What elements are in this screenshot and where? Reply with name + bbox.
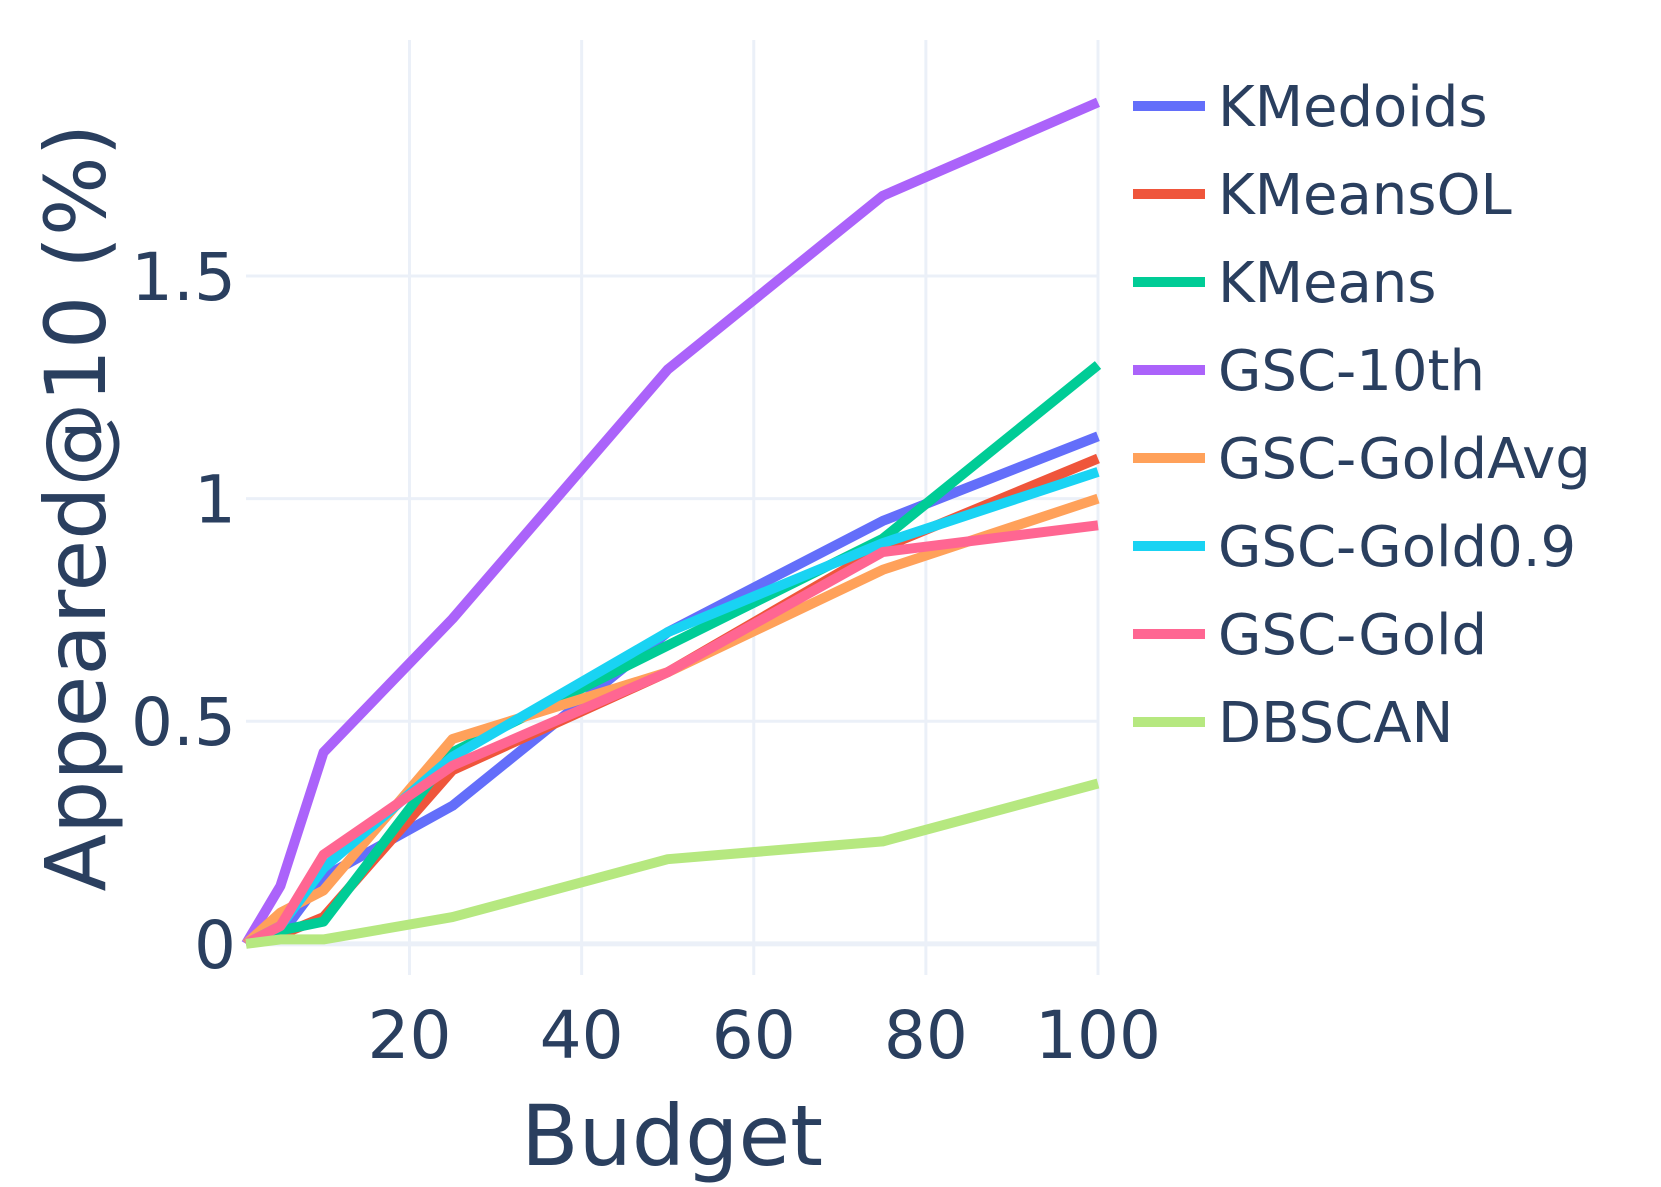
legend-label: GSC-10th <box>1218 339 1485 404</box>
y-tick-label: 1.5 <box>131 239 236 316</box>
x-axis-ticks: 20 40 60 80 100 <box>368 997 1161 1074</box>
x-tick-label: 100 <box>1035 997 1161 1074</box>
y-tick-label: 0.5 <box>131 684 236 761</box>
legend[interactable]: KMedoids KMeansOL KMeans GSC-10th GSC-GoldAv… <box>1133 75 1591 756</box>
legend-item[interactable]: DBSCAN <box>1133 691 1453 756</box>
legend-item[interactable]: KMeansOL <box>1133 163 1512 228</box>
legend-item[interactable]: GSC-GoldAvg <box>1133 427 1591 492</box>
series-line-gsc-gold <box>243 520 1099 949</box>
legend-item[interactable]: GSC-Gold0.9 <box>1133 515 1576 580</box>
y-axis-title: Appeared@10 (%) <box>27 124 125 892</box>
legend-label: KMedoids <box>1218 75 1488 140</box>
legend-item[interactable]: GSC-Gold <box>1133 603 1487 668</box>
legend-item[interactable]: KMedoids <box>1133 75 1488 140</box>
y-axis-ticks: 0 0.5 1 1.5 <box>131 239 236 984</box>
legend-label: GSC-Gold <box>1218 603 1487 668</box>
legend-item[interactable]: GSC-10th <box>1133 339 1485 404</box>
grid <box>246 40 1100 975</box>
legend-label: KMeans <box>1218 251 1436 316</box>
series-line-dbscan <box>245 778 1100 949</box>
x-axis-title: Budget <box>521 1087 823 1185</box>
legend-label: GSC-GoldAvg <box>1218 427 1591 492</box>
legend-label: GSC-Gold0.9 <box>1218 515 1576 580</box>
x-tick-label: 60 <box>712 997 796 1074</box>
legend-item[interactable]: KMeans <box>1133 251 1436 316</box>
y-tick-label: 1 <box>194 462 236 539</box>
series-lines <box>241 97 1102 949</box>
series-line-gsc-goldavg <box>242 493 1100 948</box>
legend-label: DBSCAN <box>1218 691 1453 756</box>
series-line-gsc-10th <box>241 97 1100 947</box>
x-tick-label: 20 <box>368 997 452 1074</box>
x-tick-label: 40 <box>540 997 624 1074</box>
legend-label: KMeansOL <box>1218 163 1512 228</box>
x-tick-label: 80 <box>884 997 968 1074</box>
y-tick-label: 0 <box>194 907 236 984</box>
